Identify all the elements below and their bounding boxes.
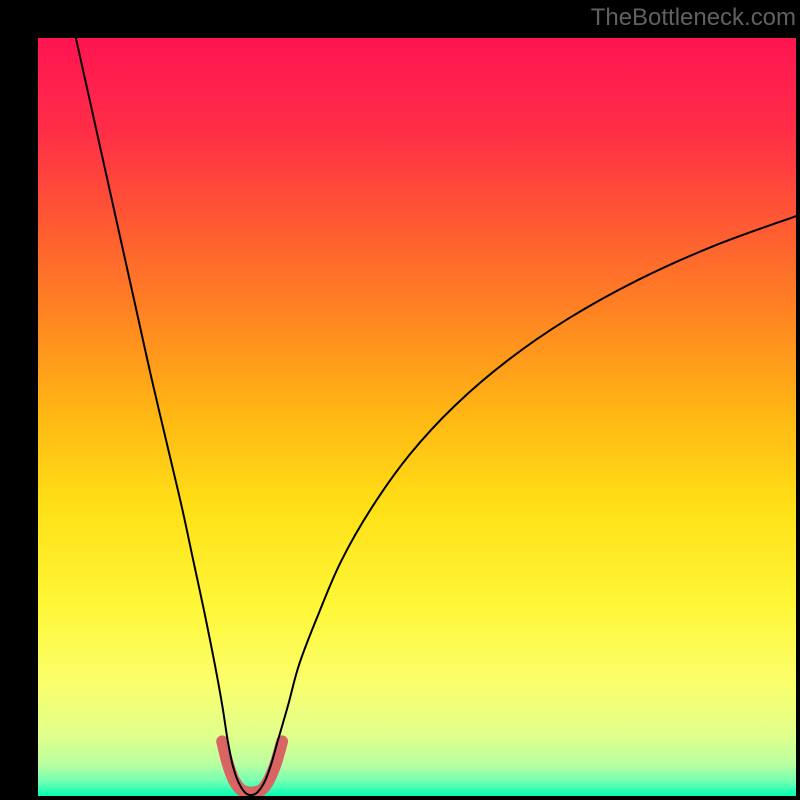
- watermark-label: TheBottleneck.com: [591, 4, 796, 32]
- plot-area: [38, 38, 796, 796]
- valley-highlight-path: [222, 741, 282, 792]
- chart-frame: [0, 0, 800, 800]
- bottleneck-curve-path: [76, 38, 796, 795]
- curve-layer: [38, 38, 796, 796]
